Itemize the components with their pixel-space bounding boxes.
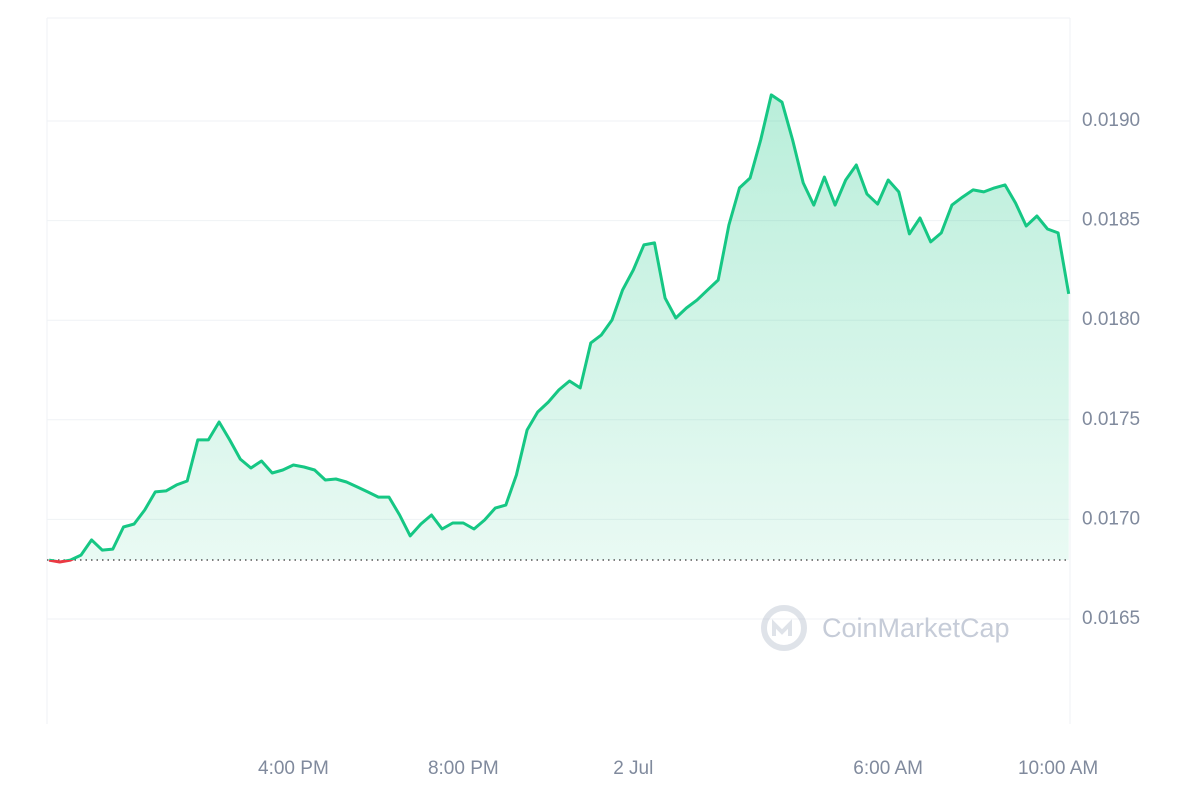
x-tick-label: 4:00 PM [258, 758, 329, 779]
y-tick-label: 0.0170 [1082, 508, 1140, 529]
y-tick-label: 0.0190 [1082, 110, 1140, 131]
y-tick-label: 0.0165 [1082, 608, 1140, 629]
y-tick-label: 0.0175 [1082, 409, 1140, 430]
area [70, 94, 1069, 561]
x-tick-label: 6:00 AM [853, 758, 923, 779]
y-tick-label: 0.0180 [1082, 309, 1140, 330]
price-line [49, 93, 1071, 561]
x-tick-label: 10:00 AM [1018, 758, 1098, 779]
watermark-logo [761, 605, 807, 651]
x-tick-label: 8:00 PM [428, 758, 499, 779]
y-tick-label: 0.0185 [1082, 210, 1140, 231]
watermark: CoinMarketCap [822, 613, 1010, 643]
x-tick-label: 2 Jul [613, 758, 653, 779]
